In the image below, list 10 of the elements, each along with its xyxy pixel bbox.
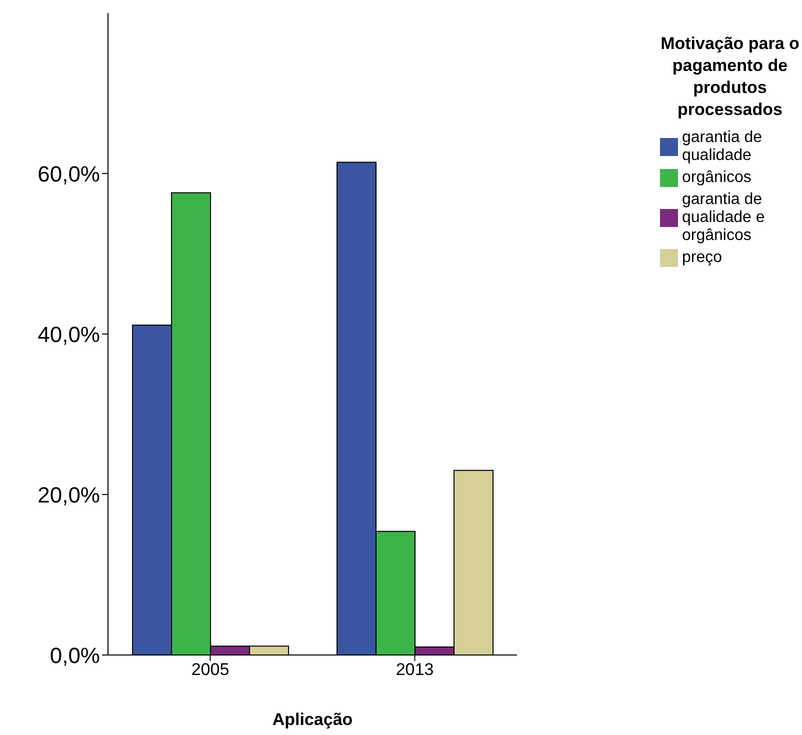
legend-label: preço — [682, 249, 722, 267]
legend-title: Motivação para o pagamento de produtos processados — [660, 33, 800, 121]
y-tick-label: 20,0% — [38, 482, 100, 508]
x-tick-label: 2005 — [191, 660, 230, 680]
x-tick-label: 2013 — [396, 660, 434, 680]
x-axis-title: Aplicação — [272, 710, 353, 729]
legend-label: orgânicos — [682, 169, 752, 187]
y-tick-label: 60,0% — [38, 161, 100, 186]
y-tick-label: 40,0% — [38, 322, 100, 347]
y-tick-label: 0,0% — [50, 642, 100, 668]
